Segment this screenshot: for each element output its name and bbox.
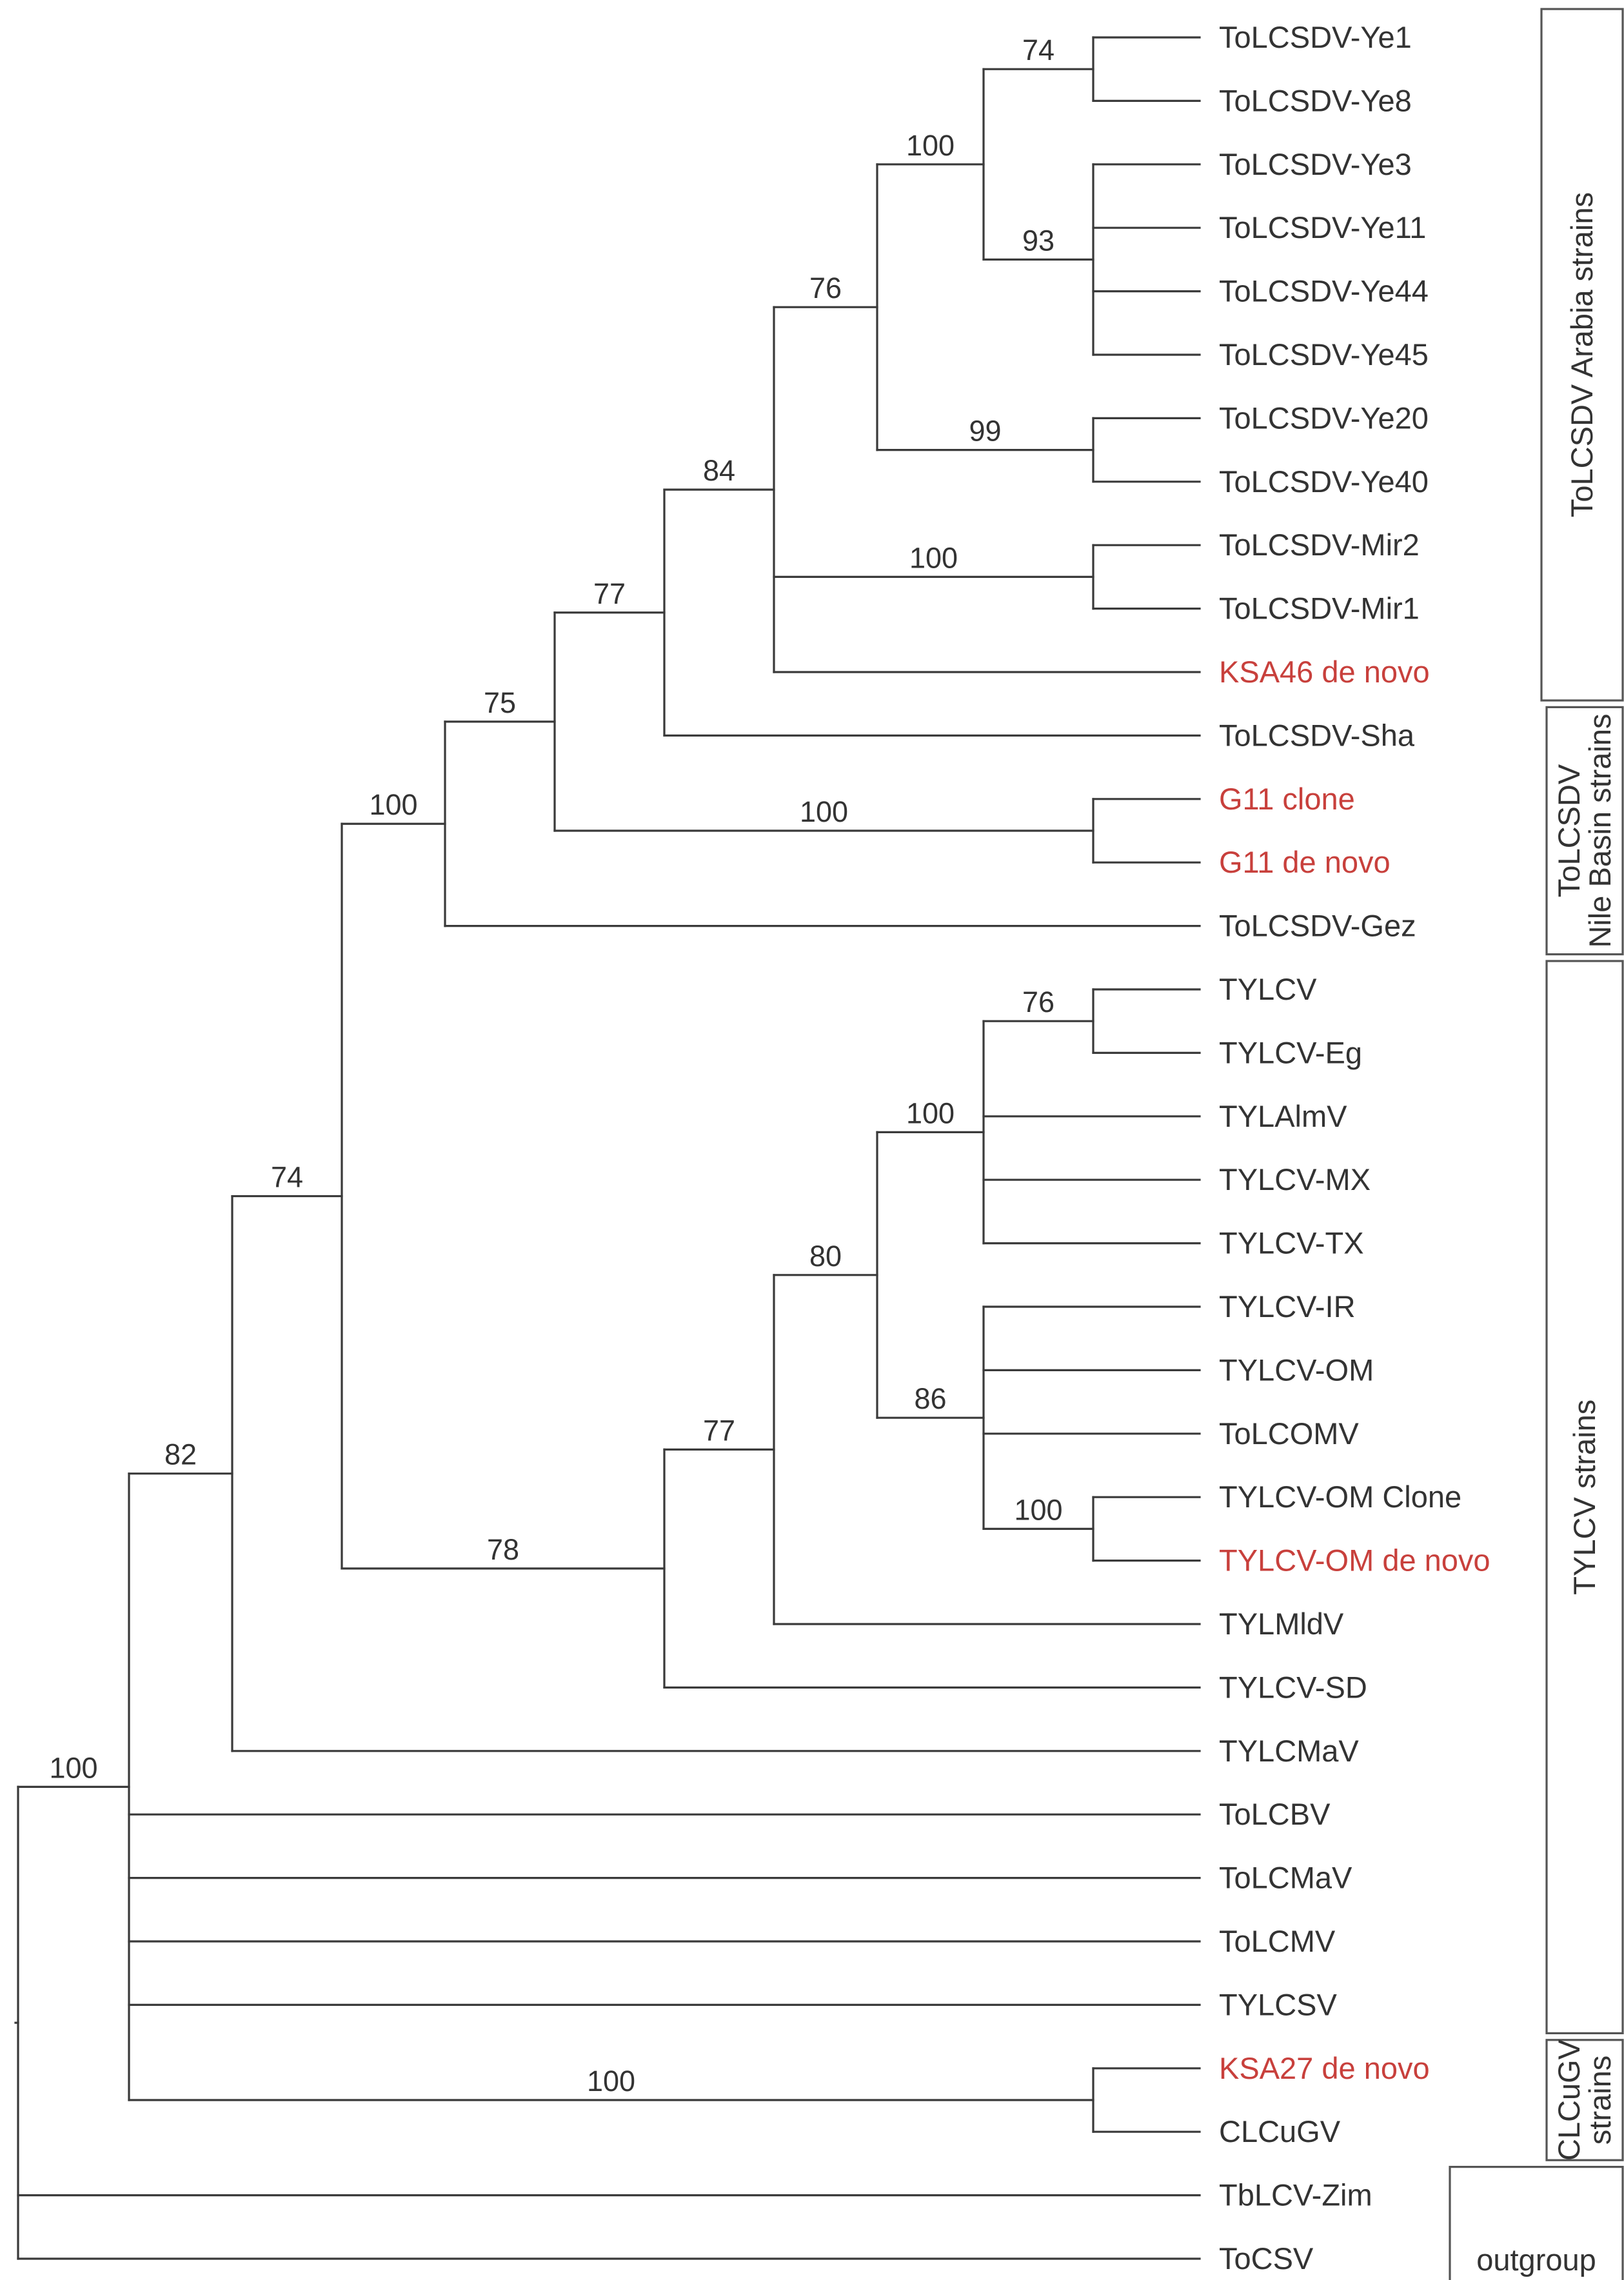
taxon-labels: ToLCSDV-Ye1 ToLCSDV-Ye8 ToLCSDV-Ye3 ToLCSDV… (1219, 20, 1490, 2275)
taxon-label-gez: ToLCSDV-Gez (1219, 909, 1416, 943)
group-label-nile-0: ToLCSDV (1552, 764, 1586, 897)
bootstrap-n75: 75 (484, 686, 516, 719)
taxon-label-ye8: ToLCSDV-Ye8 (1219, 83, 1412, 117)
bootstrap-n78: 78 (487, 1533, 519, 1566)
group-arabia: ToLCSDV Arabia strains (1540, 8, 1624, 702)
taxon-label-ye40: ToLCSDV-Ye40 (1219, 464, 1429, 499)
bootstrap-n80: 80 (809, 1240, 842, 1273)
group-bracket-arabia (1540, 8, 1624, 702)
bootstrap-values: 100 82 74 100 75 77 84 76 100 74 93 99 100 100 78 77 80 1… (49, 34, 1062, 2097)
taxon-label-tx: TYLCV-TX (1219, 1226, 1364, 1260)
bootstrap-n100g: 100 (1014, 1493, 1062, 1526)
taxon-label-ye45: ToLCSDV-Ye45 (1219, 337, 1429, 372)
taxon-label-tylalmv: TYLAlmV (1219, 1099, 1347, 1133)
taxon-label-ye11: ToLCSDV-Ye11 (1219, 210, 1426, 244)
group-bracket-clcugv (1545, 2039, 1624, 2161)
taxon-label-ye20: ToLCSDV-Ye20 (1219, 401, 1429, 435)
group-label-arabia-0: ToLCSDV Arabia strains (1565, 192, 1599, 517)
taxon-label-ksa27: KSA27 de novo (1219, 2051, 1430, 2085)
bootstrap-n77a: 77 (593, 577, 626, 610)
taxon-label-tolcomv: ToLCOMV (1219, 1416, 1359, 1451)
taxon-label-tylcsv: TYLCSV (1219, 1987, 1337, 2021)
taxon-label-clcugv: CLCuGV (1219, 2114, 1341, 2148)
taxon-label-mir1: ToLCSDV-Mir1 (1219, 591, 1420, 626)
bootstrap-n100b: 100 (369, 788, 417, 821)
taxon-label-ye3: ToLCSDV-Ye3 (1219, 147, 1412, 181)
bootstrap-n100c: 100 (906, 129, 955, 162)
taxon-label-tylcv: TYLCV (1219, 972, 1317, 1006)
tree-branches (14, 36, 1201, 2260)
taxon-label-g11d: G11 de novo (1219, 845, 1391, 879)
taxon-label-tylmldv: TYLMldV (1219, 1607, 1344, 1641)
group-bracket-outgroup (1449, 2166, 1624, 2280)
taxon-label-sha: ToLCSDV-Sha (1219, 718, 1415, 752)
group-bracket-tylcv (1545, 960, 1624, 2035)
taxon-label-tolcmv: ToLCMV (1219, 1924, 1336, 1958)
taxon-label-ye1: ToLCSDV-Ye1 (1219, 20, 1412, 54)
taxon-label-tolcmav: ToLCMaV (1219, 1861, 1352, 1895)
taxon-label-omclone: TYLCV-OM Clone (1219, 1480, 1461, 1514)
taxon-label-tolcbv: ToLCBV (1219, 1797, 1331, 1831)
group-tylcv: TYLCV strains (1545, 960, 1624, 2035)
group-label-nile-1: Nile Basin strains (1583, 713, 1617, 947)
taxon-label-ir: TYLCV-IR (1219, 1289, 1356, 1323)
taxon-label-mir2: ToLCSDV-Mir2 (1219, 528, 1420, 562)
bootstrap-n100h: 100 (587, 2065, 635, 2097)
taxon-label-tblcv: TbLCV-Zim (1219, 2178, 1372, 2212)
group-label-tylcv-0: TYLCV strains (1567, 1400, 1601, 1595)
taxon-label-eg: TYLCV-Eg (1219, 1035, 1362, 1069)
taxon-label-om: TYLCV-OM (1219, 1353, 1374, 1387)
bootstrap-n74b: 74 (1022, 34, 1055, 66)
group-label-outgroup: outgroup (1476, 2243, 1596, 2277)
bootstrap-n99: 99 (969, 415, 1001, 448)
taxon-label-sd: TYLCV-SD (1219, 1670, 1367, 1704)
bootstrap-n76a: 76 (809, 272, 842, 304)
group-label-clcugv-0: CLCuGV (1552, 2039, 1586, 2161)
taxon-label-ye44: ToLCSDV-Ye44 (1219, 274, 1429, 308)
taxon-label-tylcmav: TYLCMaV (1219, 1734, 1359, 1768)
bootstrap-n86: 86 (914, 1382, 946, 1415)
bootstrap-n100f: 100 (906, 1096, 955, 1129)
bootstrap-n84: 84 (703, 454, 735, 487)
taxon-label-tocsv: ToCSV (1219, 2241, 1314, 2275)
taxon-label-mx: TYLCV-MX (1219, 1162, 1371, 1196)
taxon-label-g11c: G11 clone (1219, 782, 1355, 816)
taxon-label-ksa46: KSA46 de novo (1219, 655, 1430, 689)
bootstrap-n77b: 77 (703, 1414, 735, 1447)
bootstrap-n100a: 100 (49, 1751, 97, 1784)
group-bracket-nile (1545, 706, 1624, 956)
bootstrap-n100e: 100 (800, 795, 848, 828)
bootstrap-n74: 74 (271, 1161, 303, 1194)
group-label-clcugv-1: strains (1583, 2056, 1617, 2145)
bootstrap-n82: 82 (164, 1438, 197, 1471)
bootstrap-n93: 93 (1022, 224, 1055, 257)
group-outgroup: outgroup (1449, 2166, 1624, 2280)
bootstrap-n76b: 76 (1022, 986, 1055, 1018)
taxon-label-omdenovo: TYLCV-OM de novo (1219, 1543, 1490, 1578)
bootstrap-n100d: 100 (909, 541, 958, 574)
